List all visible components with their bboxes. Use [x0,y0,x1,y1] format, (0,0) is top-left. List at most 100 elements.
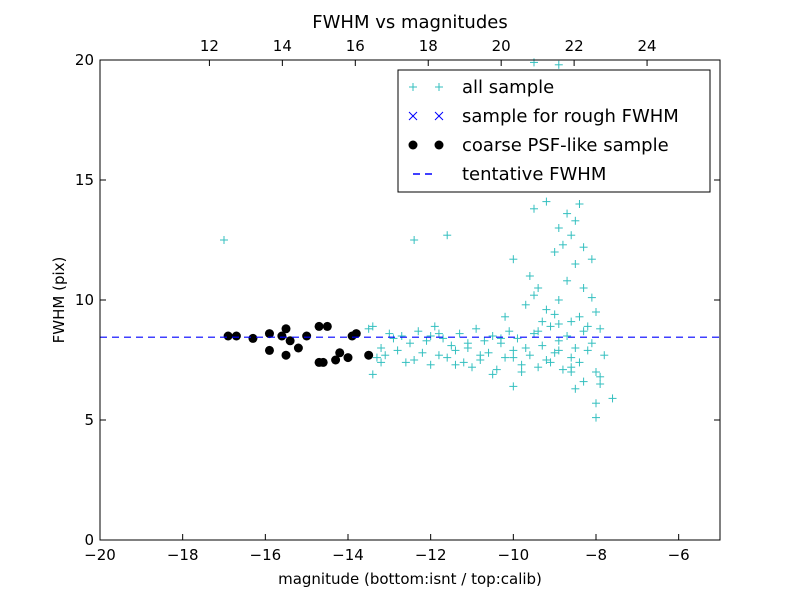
coarse-point-9 [293,343,303,353]
sample-point-67 [451,360,460,369]
sample-point-69 [476,351,485,360]
sample-point-109 [592,413,600,422]
sample-point-81 [534,284,543,292]
legend-marker-2-b [434,140,444,150]
sample-point-113 [554,296,563,304]
sample-point-86 [587,255,596,264]
sample-point-102 [550,310,559,319]
sample-point-83 [558,240,567,249]
sample-point-0 [220,236,228,244]
sample-point-110 [571,384,580,393]
top-tick-label-5: 22 [565,37,584,55]
sample-point-106 [596,380,605,388]
coarse-point-12 [322,321,332,331]
sample-point-45 [530,329,538,338]
sample-point-59 [587,339,596,348]
sample-point-112 [567,368,576,376]
sample-point-8 [377,344,386,352]
sample-point-1 [410,236,419,244]
legend-marker-0-a [409,83,417,91]
chart-title: FWHM vs magnitudes [312,12,507,33]
legend-label-3: tentative FWHM [462,164,606,185]
sample-point-76 [546,358,555,367]
sample-point-103 [567,317,576,326]
legend-marker-2-a [408,140,418,150]
sample-point-114 [563,276,572,285]
sample-point-57 [579,327,588,336]
legend-marker-1-a-b [408,111,418,121]
sample-point-50 [550,348,559,357]
sample-point-115 [530,291,538,300]
x-tick-label-0: −20 [84,546,116,564]
sample-point-28 [459,358,468,367]
sample-point-58 [583,346,592,355]
sample-point-18 [418,348,427,357]
sample-point-2 [443,231,452,240]
coarse-point-0 [223,331,233,341]
sample-point-68 [463,339,472,348]
sample-point-22 [434,351,443,360]
sample-point-42 [517,360,526,369]
coarse-point-3 [264,329,274,339]
sample-point-12 [393,346,402,355]
sample-point-104 [583,322,592,331]
x-tick-label-2: −16 [250,546,282,564]
legend: all sample sample for rough FWHM coarse PS… [397,69,711,193]
sample-point-96 [554,320,563,328]
coarse-point-11 [314,321,324,331]
sample-point-41 [513,334,522,343]
top-tick-label-4: 20 [492,37,511,55]
sample-point-19 [422,336,431,345]
sample-point-63 [368,370,377,379]
legend-label-1: sample for rough FWHM [462,106,679,127]
top-tick-label-0: 12 [200,37,219,55]
sample-point-35 [488,332,497,340]
y-tick-label-0: 0 [84,531,94,549]
sample-point-30 [468,363,476,372]
legend-label-0: all sample [462,77,554,98]
sample-point-111 [579,377,588,386]
sample-point-39 [505,327,514,336]
sample-point-82 [550,248,559,256]
top-tick-label-2: 16 [346,37,365,55]
sample-point-64 [377,358,386,367]
sample-point-52 [558,365,567,374]
sample-point-51 [554,336,563,345]
sample-point-91 [542,197,551,206]
sample-point-79 [509,255,518,264]
coarse-point-1 [231,331,241,341]
top-tick-label-3: 18 [419,37,438,55]
sample-point-77 [554,346,563,355]
sample-point-10 [385,329,394,338]
data-layer [100,58,720,422]
legend-marker-1-b-b [434,111,444,121]
sample-point-74 [517,368,526,376]
sample-point-75 [534,327,543,336]
top-tick-label-6: 24 [638,37,657,55]
x-tick-label-4: −12 [415,546,447,564]
sample-point-17 [414,327,423,336]
sample-point-36 [492,365,501,374]
sample-point-14 [401,358,410,367]
coarse-point-6 [281,324,291,334]
sample-point-27 [455,329,464,338]
sample-point-40 [509,346,518,355]
legend-box [397,69,711,193]
plot-frame [99,59,721,541]
coarse-point-2 [248,333,258,343]
x-tick-label-1: −18 [167,546,199,564]
coarse-point-4 [264,345,274,355]
sample-point-62 [600,351,609,360]
sample-point-24 [443,353,452,362]
sample-point-7 [372,353,381,362]
x-tick-label-5: −10 [498,546,530,564]
sample-point-38 [501,353,510,362]
sample-point-95 [542,305,551,314]
sample-point-56 [575,358,584,367]
sample-point-90 [575,200,584,208]
sample-point-84 [571,260,580,268]
y-tick-label-4: 20 [75,51,94,69]
legend-entry-3: tentative FWHM [413,164,606,185]
sample-point-98 [587,293,596,302]
